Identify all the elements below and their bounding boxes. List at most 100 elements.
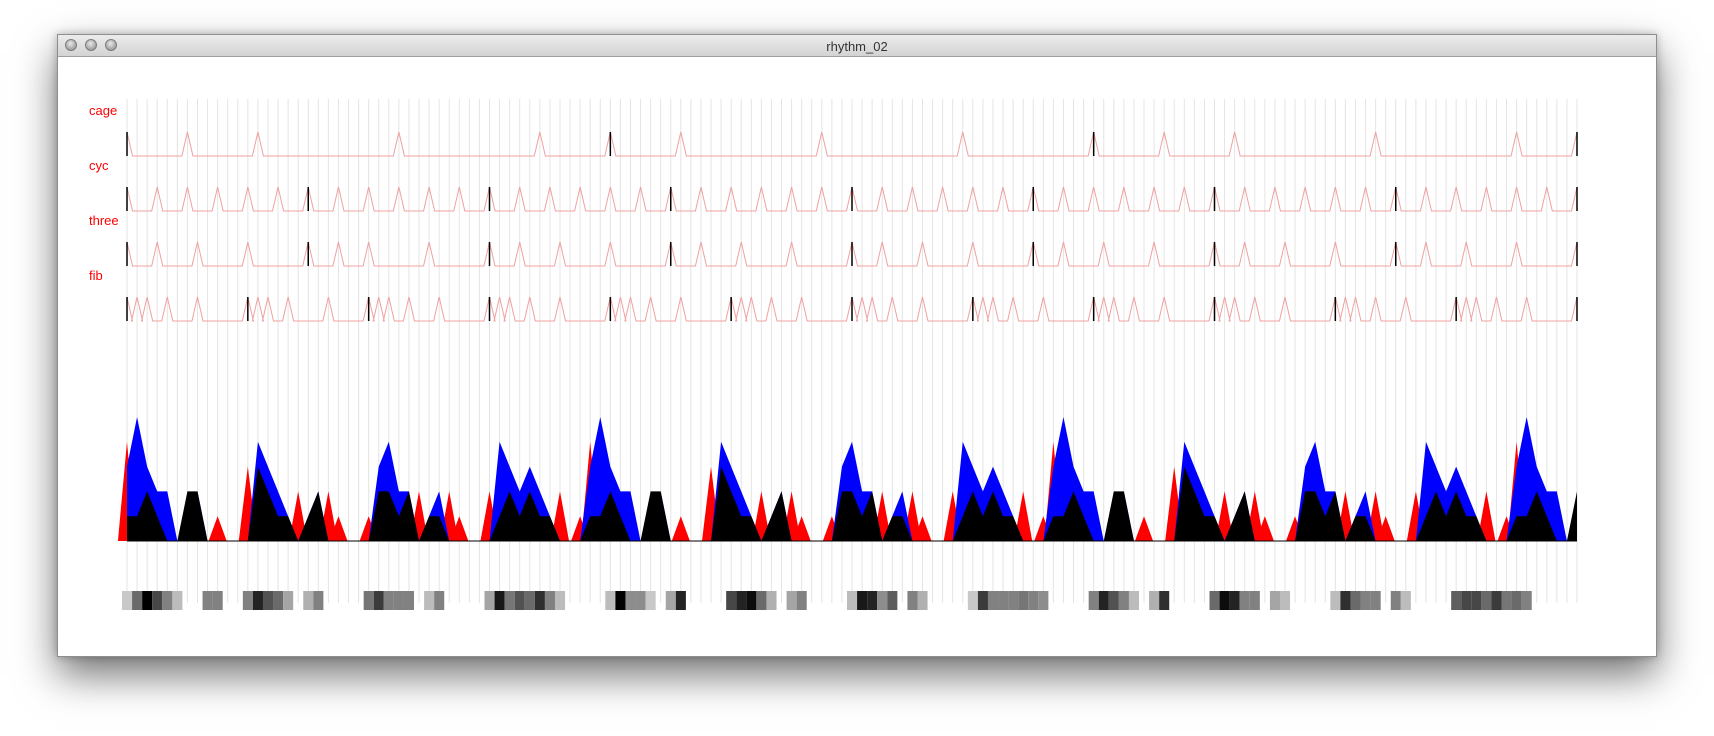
heat-cell: [242, 591, 253, 610]
red-spike: [1255, 516, 1274, 541]
heat-cell: [1219, 591, 1230, 610]
heat-cell: [998, 591, 1009, 610]
heat-cell: [726, 591, 737, 610]
heat-cell: [1501, 591, 1512, 610]
heat-cell: [373, 591, 384, 610]
heat-cell: [514, 591, 525, 610]
heat-cell: [132, 591, 143, 610]
red-spike: [450, 516, 469, 541]
heat-cell: [1088, 591, 1099, 610]
red-spike: [913, 516, 932, 541]
heat-cell: [504, 591, 515, 610]
red-spike: [671, 516, 690, 541]
heat-cell: [1269, 591, 1280, 610]
heat-cell: [383, 591, 394, 610]
heat-cell: [605, 591, 616, 610]
red-spike: [208, 516, 227, 541]
red-spike: [550, 491, 570, 541]
heat-cell: [786, 591, 797, 610]
minimize-button[interactable]: [85, 39, 97, 51]
heat-cell: [313, 591, 324, 610]
heat-cell: [1149, 591, 1160, 610]
heat-cell: [1018, 591, 1029, 610]
heat-cell: [434, 591, 445, 610]
app-window: rhythm_02 cage cyc three fib: [57, 34, 1657, 657]
heat-cell: [1279, 591, 1291, 610]
heat-cell: [675, 591, 686, 610]
track-label-cyc: cyc: [89, 158, 109, 173]
heat-cell: [1400, 591, 1411, 610]
red-spike: [1477, 491, 1496, 541]
heat-cell: [202, 591, 213, 610]
heat-cell: [554, 591, 566, 610]
heat-cell: [1118, 591, 1129, 610]
heat-cell: [1360, 591, 1371, 610]
heat-cell: [534, 591, 545, 610]
heat-cell: [273, 591, 284, 610]
track-line-cage: [126, 131, 1578, 157]
track-label-three: three: [89, 213, 119, 228]
heat-cell: [1350, 591, 1361, 610]
heat-cell: [1008, 591, 1019, 610]
heat-cell: [262, 591, 274, 610]
heat-cell: [1108, 591, 1119, 610]
track-label-fib: fib: [89, 268, 103, 283]
close-button[interactable]: [65, 39, 77, 51]
heat-cell: [424, 591, 435, 610]
heat-cell: [1128, 591, 1140, 610]
title-bar: rhythm_02: [58, 35, 1656, 57]
heat-cell: [524, 591, 535, 610]
blue-area: [127, 417, 1577, 541]
heat-cell: [736, 591, 747, 610]
black-area: [127, 466, 1577, 541]
heat-cell: [484, 591, 495, 610]
zoom-button[interactable]: [105, 39, 117, 51]
heat-cell: [1390, 591, 1401, 610]
red-spike: [752, 491, 771, 541]
red-spike: [792, 516, 811, 541]
heat-cell: [252, 591, 263, 610]
heat-cell: [1229, 591, 1240, 610]
heat-cell: [625, 591, 636, 610]
heat-cell: [403, 591, 415, 610]
heat-cell: [907, 591, 918, 610]
heat-cell: [1028, 591, 1039, 610]
heat-cell: [1451, 591, 1462, 610]
heat-cell: [303, 591, 314, 610]
heat-cell: [766, 591, 777, 610]
sketch-canvas: cage cyc three fib: [58, 57, 1656, 656]
heat-cell: [122, 591, 133, 610]
heat-cell: [1370, 591, 1381, 610]
heat-cell: [162, 591, 173, 610]
heat-cell: [1239, 591, 1250, 610]
rhythm-visualization: [117, 99, 1578, 610]
heat-cell: [987, 591, 999, 610]
heat-cell: [1340, 591, 1351, 610]
heat-cell: [857, 591, 868, 610]
heat-cell: [544, 591, 555, 610]
heat-cell: [1159, 591, 1170, 610]
heat-cell: [1330, 591, 1341, 610]
heat-cell: [877, 591, 888, 610]
heat-cell: [494, 591, 505, 610]
heat-cell: [867, 591, 878, 610]
heat-cell: [152, 591, 163, 610]
heat-cell: [283, 591, 294, 610]
heat-cell: [746, 591, 757, 610]
heat-cell: [1491, 591, 1502, 610]
heat-cell: [977, 591, 988, 610]
track-label-cage: cage: [89, 103, 118, 118]
heat-cell: [1461, 591, 1472, 610]
heat-cell: [796, 591, 807, 610]
heat-cell: [1209, 591, 1220, 610]
heat-cell: [142, 591, 153, 610]
window-title: rhythm_02: [826, 39, 888, 54]
heat-cell: [967, 591, 978, 610]
heat-cell: [615, 591, 626, 610]
red-spike: [1134, 516, 1154, 541]
heat-cell: [635, 591, 646, 610]
heat-cell: [917, 591, 928, 610]
heat-cell: [887, 591, 898, 610]
heat-cell: [212, 591, 223, 610]
red-spike: [1215, 491, 1234, 541]
